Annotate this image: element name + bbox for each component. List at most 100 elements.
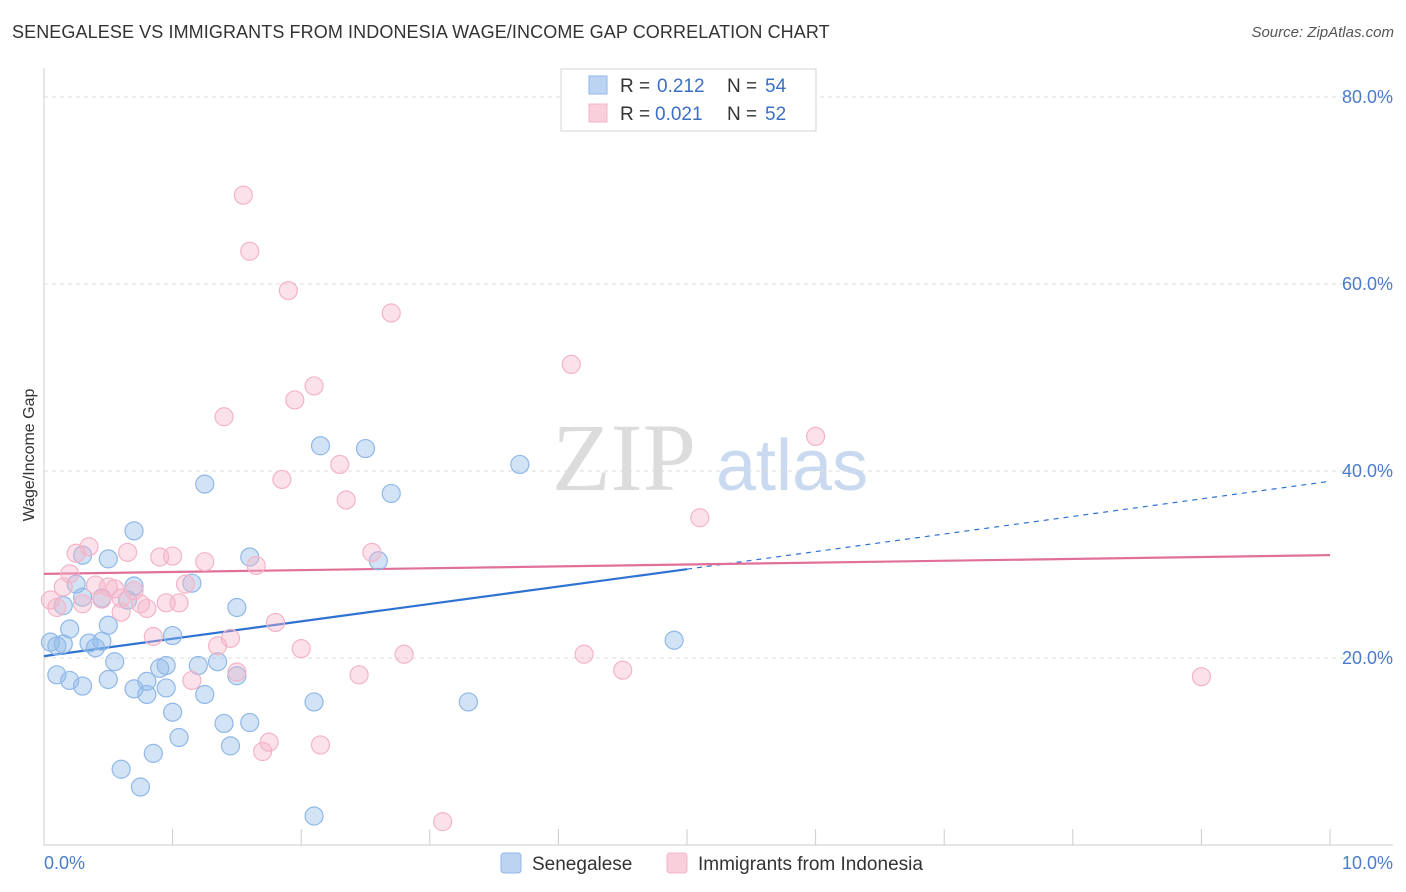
series-legend-swatch-indonesia [666, 852, 688, 874]
y-tick-labels: 20.0% 40.0% 60.0% 80.0% [1342, 87, 1393, 668]
point-senegalese-30 [163, 702, 183, 722]
data-points [40, 185, 1212, 832]
point-indonesia-22 [175, 574, 196, 594]
point-indonesia-17 [143, 626, 163, 647]
legend-swatch-indonesia [588, 103, 608, 123]
point-indonesia-53 [1191, 667, 1212, 687]
stats-legend: R = 0.212 N = 54 R = 0.021 N = 52 [560, 68, 817, 132]
point-senegalese-37 [214, 713, 234, 734]
point-senegalese-24 [137, 684, 157, 705]
point-indonesia-40 [310, 735, 331, 755]
point-indonesia-46 [394, 644, 414, 664]
x-tick-label-max: 10.0% [1342, 853, 1393, 873]
point-senegalese-14 [98, 615, 118, 635]
axes [43, 68, 1393, 846]
point-senegalese-50 [510, 454, 530, 475]
point-indonesia-45 [381, 303, 401, 323]
point-senegalese-31 [169, 727, 189, 748]
point-senegalese-49 [458, 692, 478, 712]
series-legend-label-senegalese: Senegalese [532, 854, 632, 875]
watermark-zip: ZIP [552, 404, 696, 511]
point-senegalese-18 [117, 590, 138, 610]
point-indonesia-16 [137, 598, 157, 619]
point-senegalese-39 [227, 597, 247, 618]
point-indonesia-34 [265, 612, 286, 633]
point-senegalese-53 [53, 634, 73, 654]
point-indonesia-43 [349, 665, 369, 685]
point-indonesia-27 [220, 628, 241, 648]
point-senegalese-1 [47, 636, 67, 656]
x-tick-label-min: 0.0% [44, 853, 85, 873]
legend-r-label-senegalese: R = [620, 76, 650, 97]
point-indonesia-26 [214, 407, 234, 427]
series-legend-swatch-senegalese [500, 852, 522, 874]
legend-r-value-indonesia: 0.021 [655, 104, 703, 125]
trend-lines [43, 480, 1331, 658]
point-indonesia-1 [47, 597, 67, 618]
point-indonesia-5 [72, 594, 93, 614]
point-senegalese-17 [111, 759, 131, 779]
point-senegalese-19 [124, 576, 144, 596]
point-indonesia-29 [233, 185, 253, 205]
point-indonesia-42 [336, 490, 356, 510]
point-senegalese-32 [182, 573, 202, 593]
point-indonesia-8 [92, 589, 112, 609]
legend-n-label-indonesia: N = [727, 104, 757, 125]
point-senegalese-46 [355, 438, 376, 459]
point-indonesia-50 [613, 660, 633, 680]
point-indonesia-31 [246, 555, 266, 576]
point-senegalese-45 [310, 436, 331, 456]
point-indonesia-36 [278, 280, 298, 301]
point-indonesia-51 [690, 508, 710, 528]
point-indonesia-6 [79, 537, 99, 557]
watermark: ZIP atlas [552, 404, 868, 511]
point-indonesia-28 [227, 662, 247, 682]
point-senegalese-34 [195, 474, 215, 494]
point-indonesia-24 [195, 552, 215, 572]
legend-r-label-indonesia: R = [620, 104, 650, 125]
point-senegalese-25 [143, 743, 163, 763]
point-senegalese-35 [195, 684, 215, 705]
series-legend-label-indonesia: Immigrants from Indonesia [698, 854, 923, 875]
point-senegalese-22 [130, 777, 151, 797]
point-indonesia-3 [60, 564, 80, 584]
point-indonesia-38 [291, 639, 311, 659]
point-indonesia-0 [40, 590, 61, 610]
point-indonesia-35 [272, 469, 292, 490]
point-indonesia-47 [433, 812, 453, 832]
point-indonesia-9 [98, 577, 118, 597]
point-indonesia-39 [304, 376, 324, 396]
point-senegalese-27 [156, 678, 176, 698]
point-senegalese-16 [98, 669, 118, 690]
point-senegalese-29 [163, 625, 183, 646]
trend-line-indonesia [43, 554, 1331, 575]
point-indonesia-37 [285, 390, 305, 410]
point-indonesia-41 [330, 454, 350, 475]
point-indonesia-23 [182, 670, 202, 691]
trend-line-senegalese-extrapolated [686, 480, 1331, 570]
point-senegalese-8 [72, 676, 93, 696]
y-tick-label-0: 20.0% [1342, 648, 1393, 668]
point-senegalese-23 [137, 671, 157, 691]
legend-swatch-senegalese [588, 75, 608, 95]
point-indonesia-21 [169, 593, 189, 613]
trend-line-senegalese [43, 568, 688, 658]
legend-n-value-indonesia: 52 [765, 104, 786, 125]
point-indonesia-30 [240, 241, 260, 261]
point-senegalese-7 [72, 587, 93, 607]
point-senegalese-48 [381, 483, 401, 504]
point-indonesia-20 [163, 546, 183, 566]
point-indonesia-10 [105, 579, 125, 599]
point-indonesia-33 [259, 732, 279, 752]
point-indonesia-48 [561, 354, 581, 375]
chart-title: SENEGALESE VS IMMIGRANTS FROM INDONESIA … [12, 22, 830, 42]
point-indonesia-13 [117, 542, 138, 562]
point-senegalese-36 [208, 652, 228, 672]
watermark-atlas: atlas [716, 426, 868, 506]
point-senegalese-15 [105, 652, 125, 672]
point-senegalese-38 [220, 736, 241, 756]
legend-r-value-senegalese: 0.212 [657, 76, 705, 97]
point-senegalese-28 [156, 655, 176, 676]
point-indonesia-11 [111, 602, 131, 622]
